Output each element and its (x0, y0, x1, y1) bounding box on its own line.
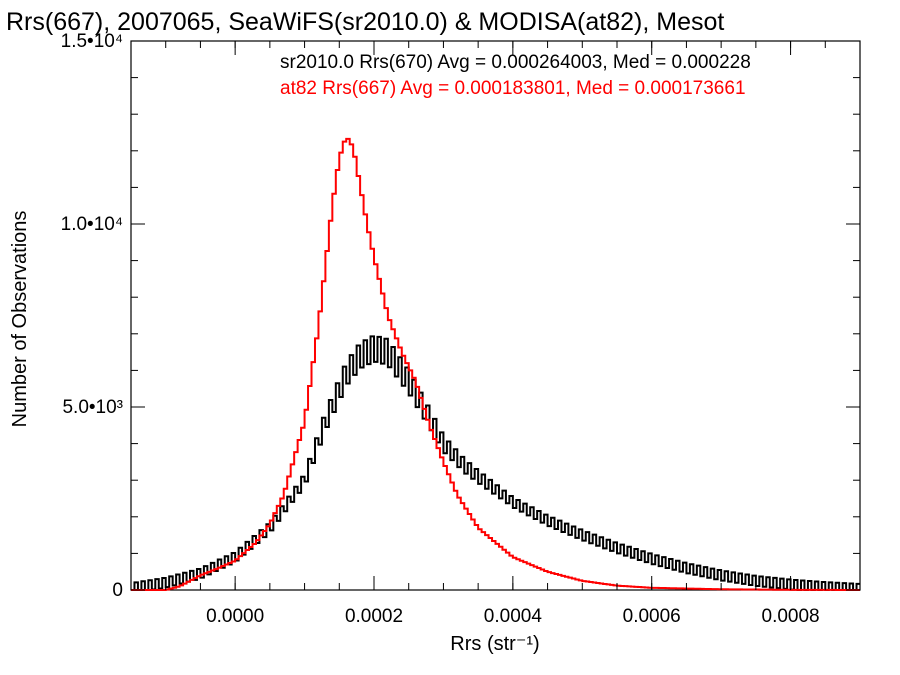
x-tick-label: 0.0002 (345, 606, 403, 627)
plot-area (130, 40, 861, 591)
plot-frame (130, 40, 861, 591)
y-tick-label: 1.0•10⁴ (61, 214, 123, 235)
axes-layer: 0.0000 0.0002 0.0004 0.0006 0.0008 0 5.0•10³ 1.… (61, 31, 861, 627)
x-tick-label: 0.0008 (762, 606, 820, 627)
x-axis-label: Rrs (str⁻¹) (450, 633, 539, 655)
chart-title: Rrs(667), 2007065, SeaWiFS(sr2010.0) & M… (6, 8, 724, 36)
y-tick-label: 0 (112, 580, 123, 601)
x-tick-label: 0.0000 (206, 606, 264, 627)
x-tick-label: 0.0006 (623, 606, 681, 627)
x-tick-label: 0.0004 (484, 606, 543, 627)
y-tick-label: 5.0•10³ (62, 397, 123, 418)
legend-annotation-red: at82 Rrs(667) Avg = 0.000183801, Med = 0… (280, 78, 746, 99)
y-axis-label: Number of Observations (9, 211, 31, 428)
legend-annotation-black: sr2010.0 Rrs(670) Avg = 0.000264003, Med… (280, 52, 751, 73)
series-line-at82 (131, 137, 860, 591)
series-layer (131, 137, 860, 591)
series-line-sr2010 (131, 335, 860, 591)
y-tick-label: 1.5•10⁴ (61, 31, 123, 52)
